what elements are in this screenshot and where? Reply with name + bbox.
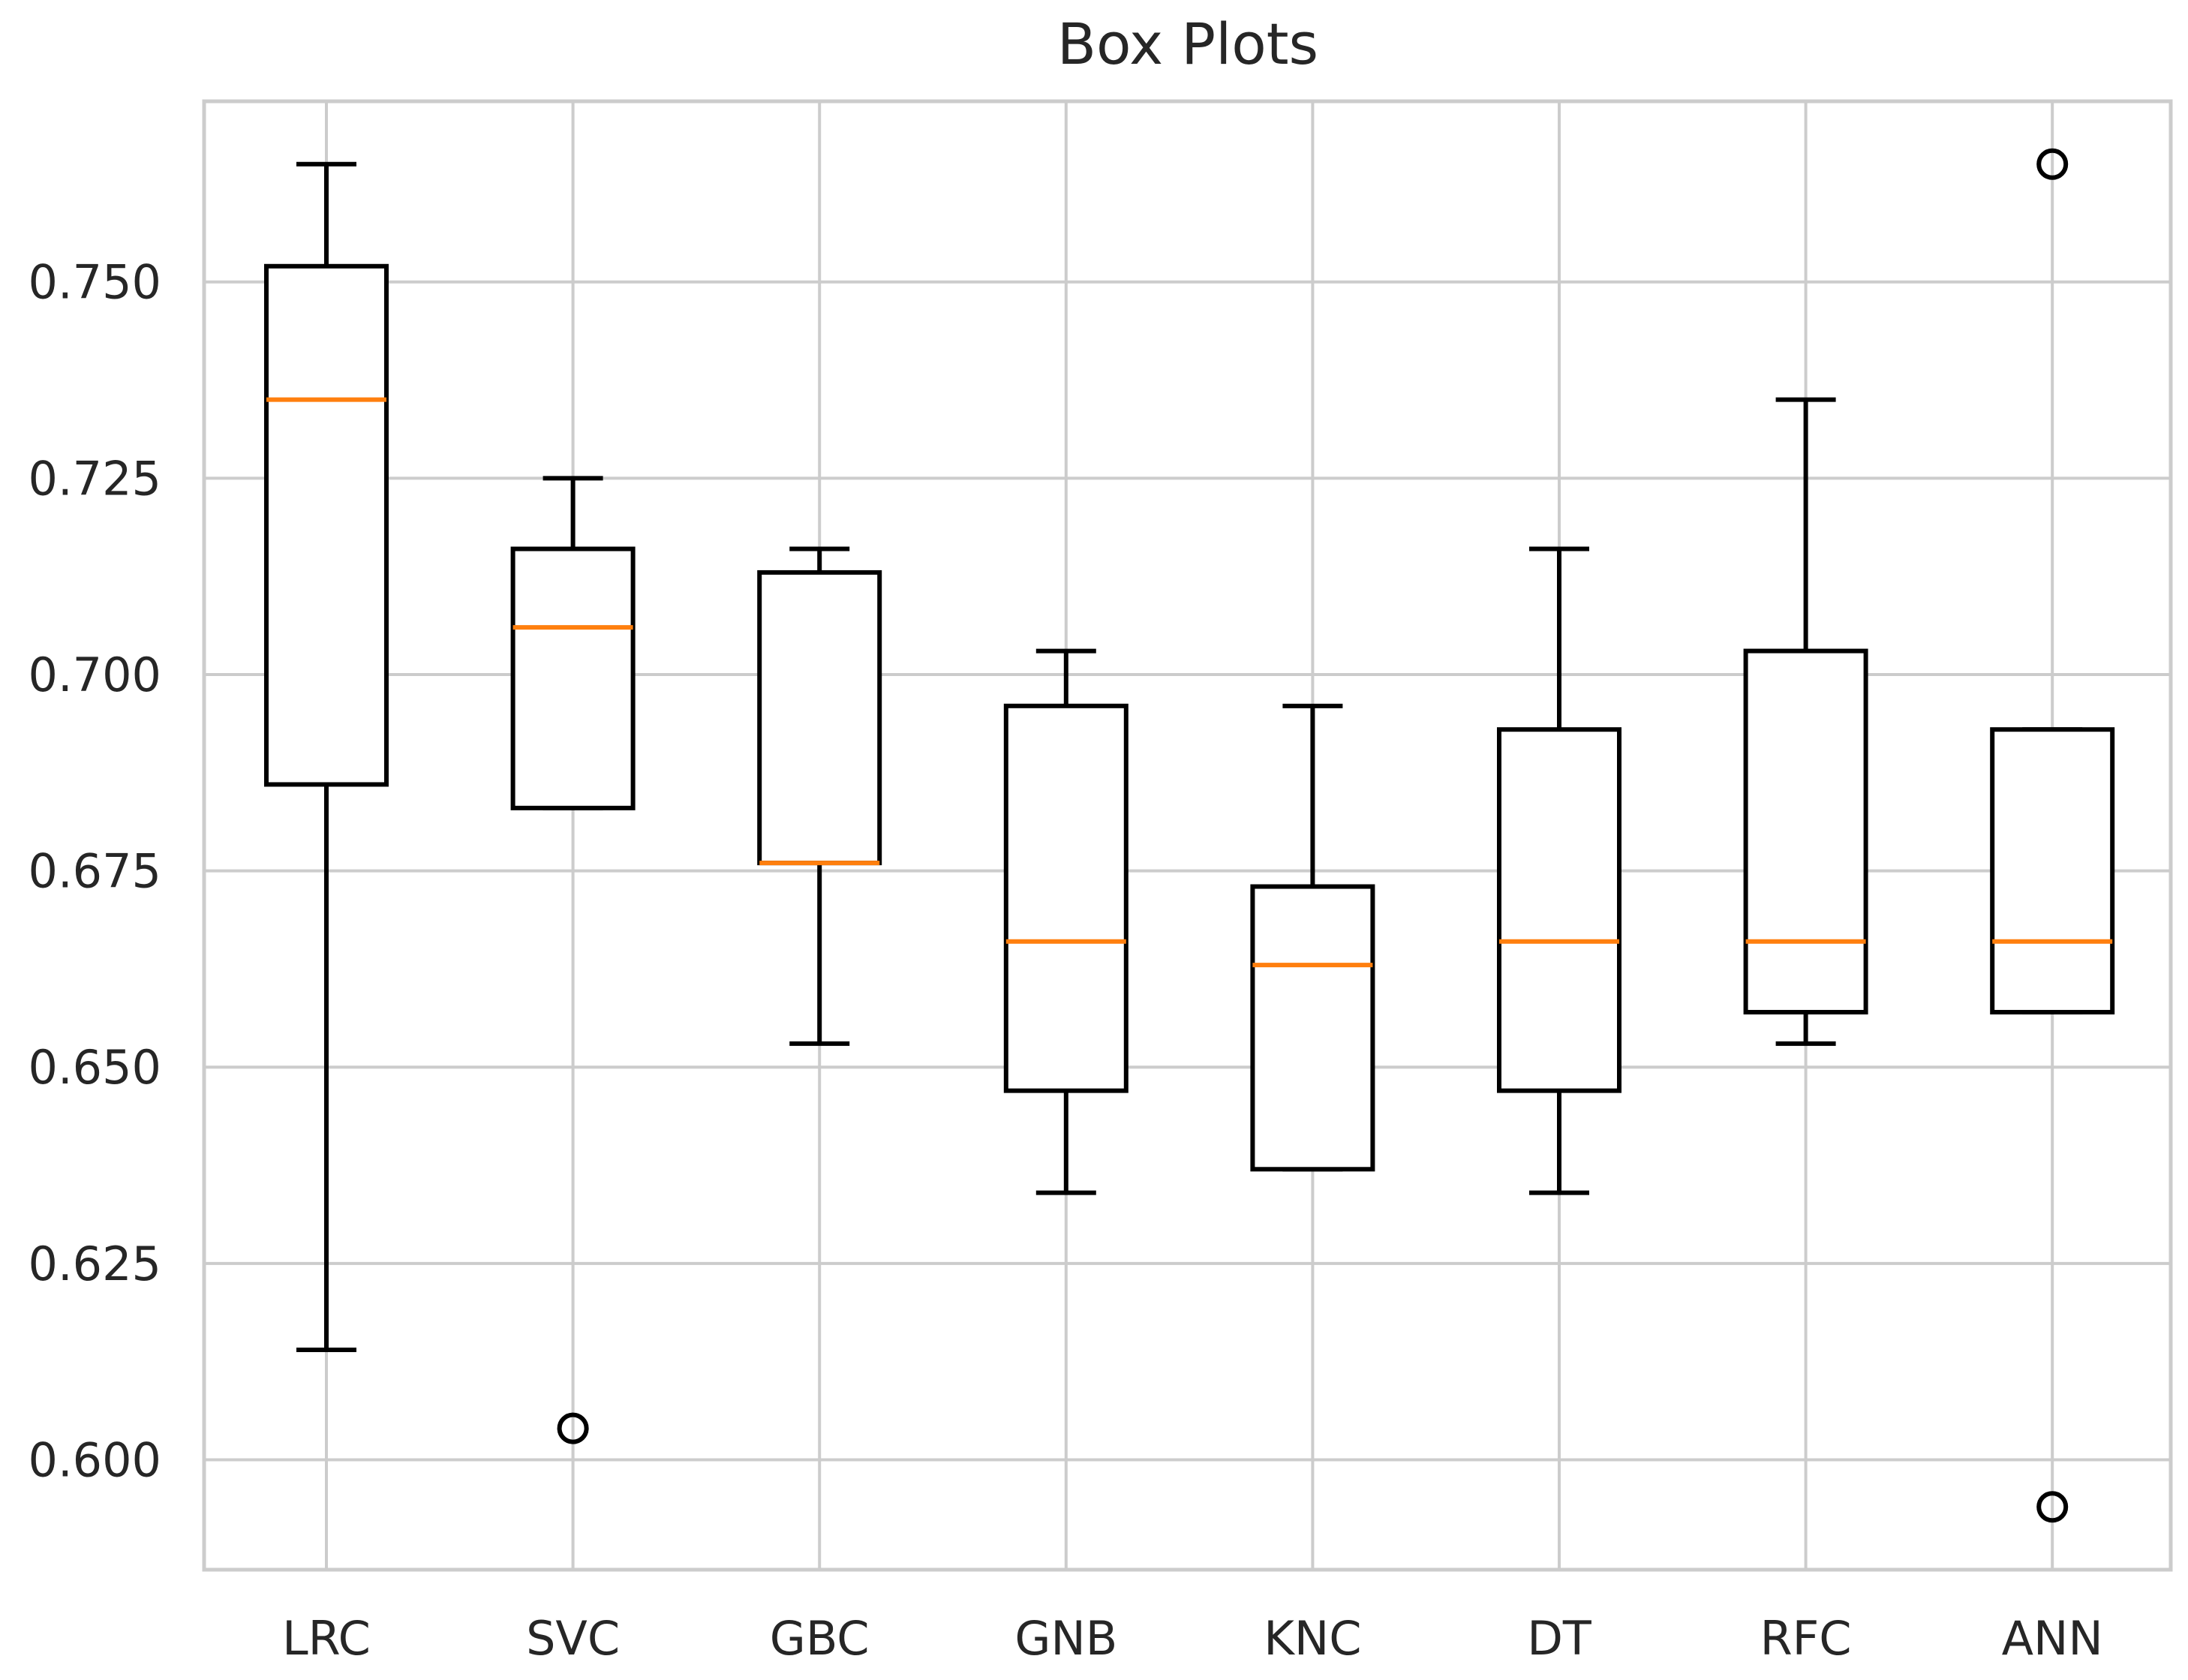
grid-layer bbox=[204, 101, 2171, 1570]
x-tick-label: SVC bbox=[526, 1611, 620, 1666]
box-iqr bbox=[510, 546, 636, 810]
box-iqr bbox=[1990, 727, 2115, 1014]
box-iqr bbox=[1003, 703, 1129, 1093]
outlier-point bbox=[557, 1412, 589, 1444]
x-tick-label: GBC bbox=[770, 1611, 870, 1666]
box-iqr bbox=[1250, 884, 1375, 1172]
box-iqr bbox=[1743, 648, 1868, 1014]
y-tick-label: 0.625 bbox=[29, 1237, 162, 1291]
box-iqr bbox=[1497, 727, 1621, 1093]
y-tick-label: 0.725 bbox=[29, 451, 162, 506]
box-lrc bbox=[264, 161, 389, 1352]
x-tick-label: KNC bbox=[1264, 1611, 1361, 1666]
plot-frame bbox=[202, 99, 2173, 1572]
box-rfc bbox=[1743, 397, 1868, 1046]
box-gnb bbox=[1003, 648, 1129, 1195]
x-tick-label: ANN bbox=[2002, 1611, 2103, 1666]
box-knc bbox=[1250, 703, 1375, 1172]
boxes-layer bbox=[264, 148, 2115, 1523]
x-tick-label: LRC bbox=[282, 1611, 371, 1666]
chart-title: Box Plots bbox=[1057, 11, 1318, 77]
y-axis: 0.600 0.625 0.650 0.675 0.700 0.725 0.750 bbox=[29, 255, 162, 1488]
y-tick-label: 0.750 bbox=[29, 255, 162, 310]
box-iqr bbox=[757, 570, 882, 866]
x-tick-label: GNB bbox=[1014, 1611, 1117, 1666]
x-axis: LRC SVC GBC GNB KNC DT RFC ANN bbox=[282, 1611, 2103, 1666]
outlier-point bbox=[2036, 1491, 2069, 1523]
outlier-point bbox=[2036, 148, 2069, 180]
x-tick-label: DT bbox=[1527, 1611, 1592, 1666]
y-tick-label: 0.600 bbox=[29, 1432, 162, 1487]
box-dt bbox=[1497, 546, 1621, 1195]
box-ann bbox=[1990, 148, 2115, 1523]
box-svc bbox=[510, 476, 636, 1444]
y-tick-label: 0.650 bbox=[29, 1040, 162, 1095]
x-tick-label: RFC bbox=[1760, 1611, 1852, 1666]
y-tick-label: 0.675 bbox=[29, 844, 162, 899]
box-gbc bbox=[757, 546, 882, 1046]
box-iqr bbox=[264, 263, 389, 787]
y-tick-label: 0.700 bbox=[29, 648, 162, 702]
